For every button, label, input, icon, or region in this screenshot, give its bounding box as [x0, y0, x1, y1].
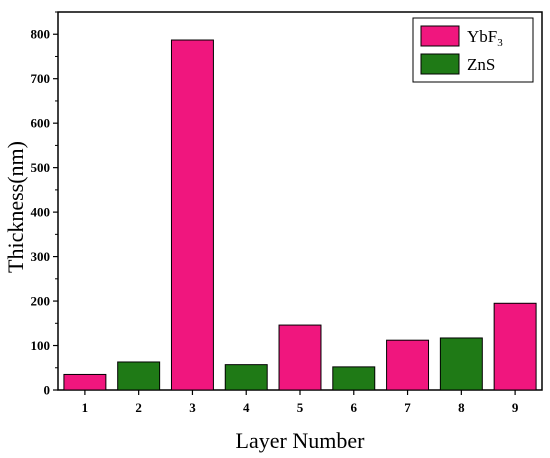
x-tick-label: 4: [243, 400, 250, 415]
bar-layer-7: [386, 339, 430, 391]
x-tick-label: 8: [458, 400, 465, 415]
x-tick-label: 9: [512, 400, 519, 415]
bars-group: [63, 39, 537, 391]
legend-label-ybf3: YbF3: [467, 27, 503, 49]
x-tick-label: 7: [404, 400, 411, 415]
x-axis-title: Layer Number: [236, 428, 366, 453]
y-tick-label: 300: [31, 249, 51, 264]
y-axis: 0 100 200 300 400 500 600 700 800: [31, 11, 58, 398]
bar-layer-1: [63, 373, 107, 391]
y-axis-title: Thickness(nm): [3, 141, 28, 273]
y-tick-label: 400: [31, 205, 51, 220]
legend-swatch-ybf3: [420, 25, 460, 47]
bar-layer-3: [170, 39, 214, 391]
x-tick-label: 3: [189, 400, 196, 415]
legend: YbF3 ZnS: [412, 17, 534, 83]
bar-layer-4: [224, 364, 268, 391]
bar-layer-5: [278, 324, 322, 391]
x-tick-label: 2: [135, 400, 142, 415]
bar-layer-9: [493, 302, 537, 391]
legend-swatch-zns: [420, 53, 460, 75]
y-tick-label: 0: [44, 383, 51, 398]
x-axis: 1 2 3 4 5 6 7 8 9: [82, 390, 519, 415]
x-tick-label: 5: [297, 400, 304, 415]
y-tick-label: 700: [31, 71, 51, 86]
bar-layer-8: [439, 337, 483, 391]
legend-label-zns: ZnS: [467, 55, 495, 74]
y-tick-label: 500: [31, 160, 51, 175]
y-tick-label: 100: [31, 338, 51, 353]
y-tick-label: 200: [31, 294, 51, 309]
y-tick-label: 800: [31, 27, 51, 42]
bar-layer-2: [117, 361, 161, 391]
x-tick-label: 6: [351, 400, 358, 415]
x-tick-label: 1: [82, 400, 89, 415]
bar-layer-6: [332, 366, 376, 391]
y-tick-label: 600: [31, 116, 51, 131]
